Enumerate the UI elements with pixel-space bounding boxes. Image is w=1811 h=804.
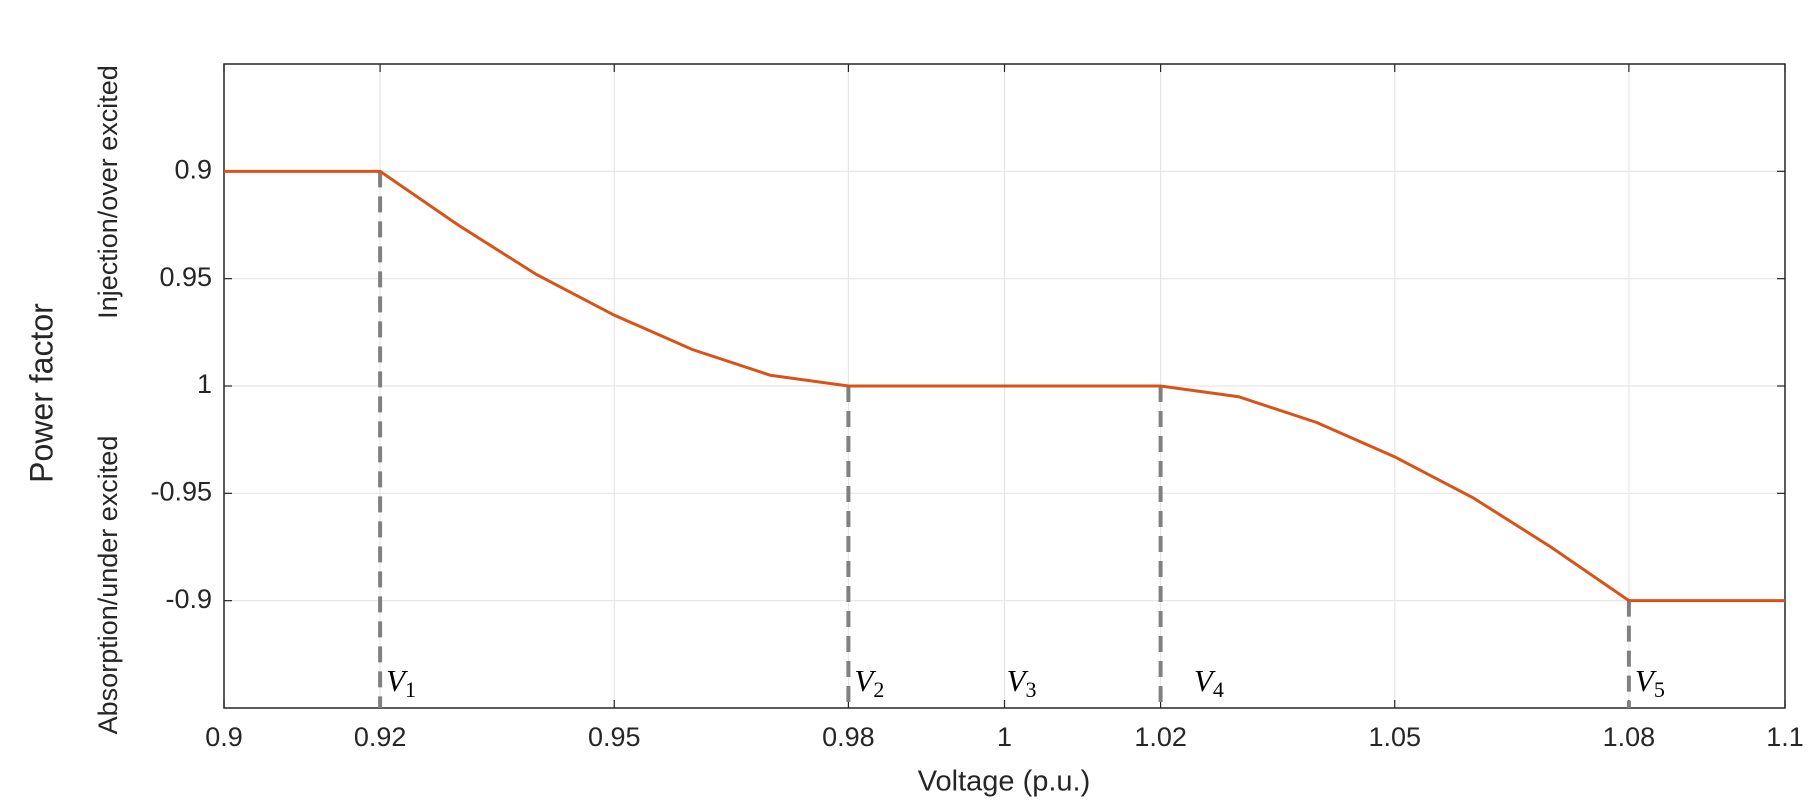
x-tick-label: 0.9 <box>205 722 243 752</box>
y-tick-label: 1 <box>197 369 212 399</box>
x-tick-label: 1.1 <box>1766 722 1804 752</box>
x-tick-label: 0.92 <box>354 722 407 752</box>
y-axis-label-lower: Absorption/under excited <box>93 436 123 735</box>
y-axis-label-upper: Injection/over excited <box>93 65 123 319</box>
x-tick-label: 1.08 <box>1603 722 1656 752</box>
x-tick-label: 1.02 <box>1134 722 1187 752</box>
y-tick-label: -0.95 <box>150 476 212 506</box>
x-tick-label: 0.98 <box>822 722 875 752</box>
y-tick-label: 0.9 <box>174 154 212 184</box>
plot-frame <box>223 63 1786 709</box>
x-tick-label: 1 <box>997 722 1012 752</box>
annotation: V5 <box>1635 663 1665 702</box>
annotation-label: V <box>854 663 876 698</box>
x-axis-label: Voltage (p.u.) <box>918 766 1091 798</box>
y-tick-label: -0.9 <box>165 584 212 614</box>
annotation: V3 <box>1007 663 1037 702</box>
y-tick-label: 0.95 <box>159 262 212 292</box>
line <box>224 169 1785 603</box>
annotation-sub: 3 <box>1026 677 1037 702</box>
annotation-label: V <box>1635 663 1657 698</box>
annotation-sub: 2 <box>873 677 884 702</box>
annotation-label: V <box>1007 663 1029 698</box>
x-tick-label: 1.05 <box>1368 722 1421 752</box>
annotation-sub: 1 <box>405 677 416 702</box>
annotation: V1 <box>386 663 416 702</box>
annotation: V2 <box>854 663 884 702</box>
annotation-label: V <box>386 663 408 698</box>
annotation-sub: 5 <box>1654 677 1665 702</box>
annotation: V4 <box>1194 663 1224 702</box>
annotation-label: V <box>1194 663 1216 698</box>
x-tick-label: 0.95 <box>588 722 641 752</box>
y-axis-label: Power factor <box>23 303 59 483</box>
annotation-sub: 4 <box>1213 677 1224 702</box>
